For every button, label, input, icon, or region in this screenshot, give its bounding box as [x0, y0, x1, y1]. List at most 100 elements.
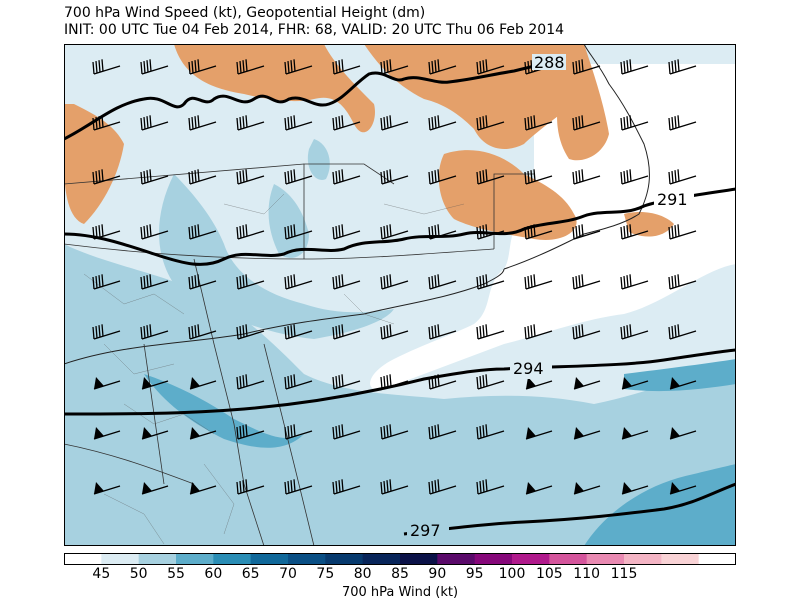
colorbar-frame: [64, 553, 736, 565]
colorbar-tick-label: 60: [204, 566, 223, 582]
contour-label-288-bg: [532, 54, 566, 70]
wind-barb: [332, 59, 361, 75]
wind-barb: [236, 374, 265, 390]
wind-shade-55-60: [584, 464, 736, 546]
wind-barb: [668, 324, 697, 340]
weather-map: 288 291 294 297: [64, 44, 736, 546]
terrain-below-ground-4: [544, 44, 609, 161]
wind-barb: [380, 424, 409, 440]
wind-barb: [621, 482, 649, 495]
wind-barb: [188, 169, 217, 185]
wind-barb: [525, 377, 553, 390]
wind-barb: [428, 274, 457, 290]
wind-barb: [93, 377, 121, 390]
colorbar-tick-label: 100: [498, 566, 526, 582]
colorbar-tick-label: 105: [535, 566, 563, 582]
wind-barb: [189, 482, 217, 495]
wind-barb: [476, 479, 505, 495]
wind-barb: [428, 224, 457, 240]
colorbar-tick-label: 70: [279, 566, 297, 582]
wind-barb: [380, 479, 409, 495]
wind-barb: [93, 427, 121, 440]
wind-barb: [428, 59, 457, 75]
wind-barb: [284, 115, 313, 131]
wind-barb: [476, 224, 505, 240]
colorbar-segment: [549, 553, 588, 565]
wind-barb: [524, 169, 553, 185]
wind-barb: [620, 324, 649, 340]
colorbar-segment: [400, 553, 438, 565]
wind-barb: [476, 115, 505, 131]
wind-shade-55-60-patch: [624, 359, 736, 392]
colorbar-tick-label: 75: [316, 566, 335, 582]
contour-label-297-bg: [407, 519, 449, 541]
wind-barb: [380, 374, 409, 390]
wind-barb: [92, 224, 121, 240]
wind-barb: [380, 115, 409, 131]
wind-barb: [380, 169, 409, 185]
wind-barb: [380, 59, 409, 75]
wind-barb: [620, 115, 649, 131]
wind-barb: [573, 427, 601, 440]
wind-barb: [236, 224, 265, 240]
terrain-below-ground-5: [64, 104, 124, 224]
wind-barb: [668, 115, 697, 131]
colorbar-segment: [325, 553, 364, 565]
wind-barb: [669, 427, 697, 440]
map-frame: [64, 44, 736, 546]
wind-barb: [524, 224, 553, 240]
contour-label-291: 291: [657, 190, 688, 209]
wind-barb: [141, 427, 169, 440]
wind-barb: [380, 274, 409, 290]
wind-barb: [572, 274, 601, 290]
wind-barb: [428, 169, 457, 185]
contour-label-288: 288: [534, 53, 565, 72]
terrain-below-ground-2: [364, 44, 577, 149]
wind-shade-50-55-patch: [159, 174, 394, 339]
wind-barb: [188, 274, 217, 290]
wind-barb: [572, 324, 601, 340]
wind-barb: [621, 377, 649, 390]
terrain-below-ground-6: [624, 212, 674, 237]
wind-barb: [332, 324, 361, 340]
wind-barb: [189, 427, 217, 440]
wind-barb: [284, 224, 313, 240]
wind-barb: [140, 59, 169, 75]
colorbar-tick-label: 95: [465, 566, 484, 582]
wind-barb: [92, 59, 121, 75]
wind-barb: [380, 324, 409, 340]
colorbar-segment: [661, 553, 700, 565]
wind-barb: [332, 274, 361, 290]
wind-barb: [92, 274, 121, 290]
wind-barb: [380, 224, 409, 240]
wind-barb: [236, 169, 265, 185]
colorbar-segment: [64, 553, 102, 565]
wind-barb: [476, 324, 505, 340]
colorbar-segment: [176, 553, 214, 565]
wind-barb: [188, 115, 217, 131]
state-borders: [64, 163, 534, 546]
height-contour-294: [64, 348, 736, 416]
colorbar-tick-label: 115: [610, 566, 638, 582]
colorbar-segment: [586, 553, 625, 565]
wind-barb: [92, 115, 121, 131]
wind-barbs: [92, 59, 697, 495]
colorbar-segment: [474, 553, 513, 565]
wind-barb: [573, 377, 601, 390]
wind-barb: [620, 274, 649, 290]
colorbar-segment: [288, 553, 326, 565]
colorbar-segment: [138, 553, 177, 565]
wind-barb: [284, 424, 313, 440]
colorbar-tick-label: 85: [391, 566, 409, 582]
colorbar-segment: [213, 553, 252, 565]
wind-barb: [476, 424, 505, 440]
wind-barb: [476, 169, 505, 185]
colorbar-tick-label: 110: [573, 566, 601, 582]
colorbar-label: 700 hPa Wind (kt): [341, 585, 459, 600]
wind-barb: [476, 274, 505, 290]
wind-barb: [572, 59, 601, 75]
wind-barb: [284, 169, 313, 185]
colorbar-tick-label: 50: [129, 566, 148, 582]
wind-barb: [284, 374, 313, 390]
colorbar-segment: [437, 553, 476, 565]
